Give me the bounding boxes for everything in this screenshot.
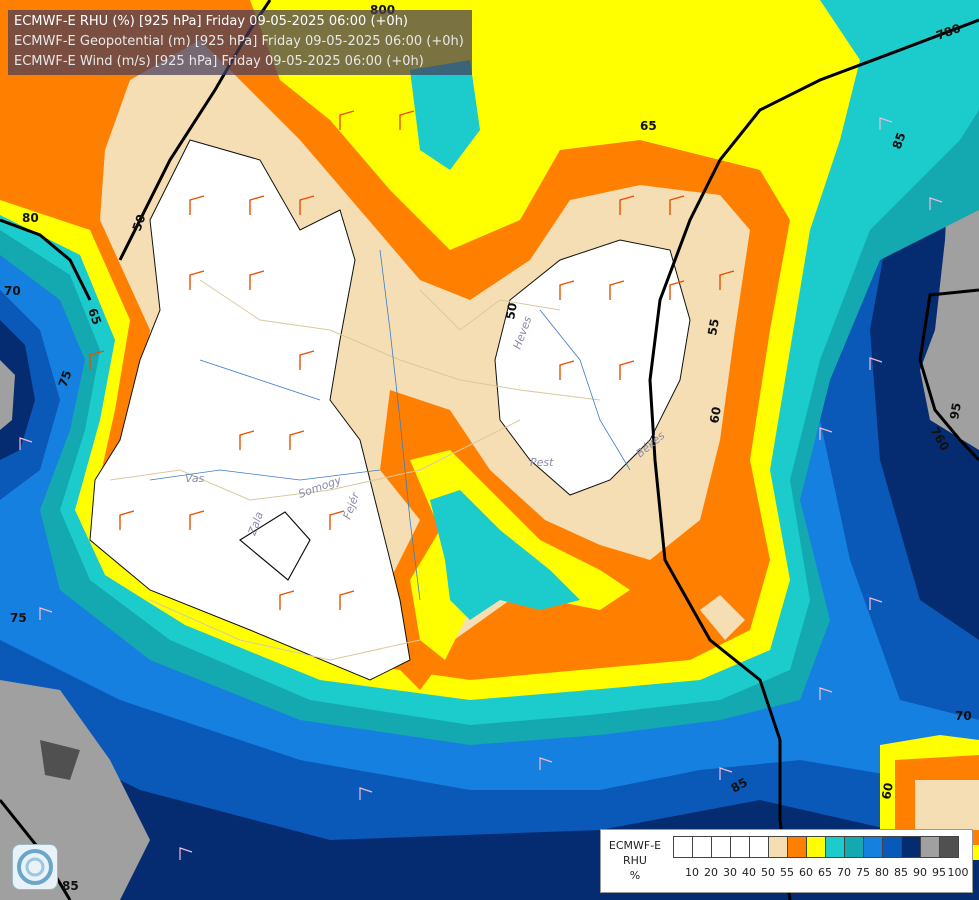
band-under50-west	[90, 140, 410, 680]
legend-tick: 75	[856, 866, 870, 879]
wind-barbs	[89, 110, 735, 610]
map-title-box: ECMWF-E RHU (%) [925 hPa] Friday 09-05-2…	[8, 10, 472, 75]
legend-swatch	[787, 836, 807, 858]
legend-swatches	[673, 836, 959, 858]
legend-variable: RHU	[623, 854, 647, 867]
contour-label-rhu-80: 80	[22, 211, 39, 225]
contour-label-rhu-85-ne: 85	[890, 131, 909, 151]
legend-label: ECMWF-E RHU %	[605, 838, 665, 883]
legend-tick: 65	[818, 866, 832, 879]
geo-line-760	[918, 288, 979, 462]
contour-label-rhu-75-south: 75	[10, 611, 27, 625]
contour-label-rhu-65-west: 65	[85, 306, 104, 326]
legend-tick: 55	[780, 866, 794, 879]
title-rhu: ECMWF-E RHU (%) [925 hPa] Friday 09-05-2…	[14, 14, 408, 29]
place-label-vas: Vas	[185, 472, 205, 485]
wind-barbs-light	[19, 117, 943, 860]
legend-swatch	[844, 836, 864, 858]
legend-tick: 10	[685, 866, 699, 879]
legend-swatch	[673, 836, 693, 858]
contour-label-rhu-75-west: 75	[56, 369, 75, 389]
geo-line-780	[648, 18, 979, 900]
rhu-contours	[89, 139, 691, 681]
contour-label-rhu-70-west: 70	[4, 284, 21, 298]
contour-label-rhu-85-sw: 85	[62, 879, 79, 893]
river-lines	[149, 249, 631, 601]
contour-label-rhu-70-east: 70	[955, 709, 972, 723]
place-label-pest: Pest	[530, 456, 554, 469]
legend-tick: 70	[837, 866, 851, 879]
band-55-se	[915, 780, 979, 830]
boundary-lines	[109, 279, 601, 661]
legend-model: ECMWF-E	[608, 839, 662, 852]
legend-swatch	[882, 836, 902, 858]
title-wind: ECMWF-E Wind (m/s) [925 hPa] Friday 09-0…	[14, 54, 424, 69]
band-95-west	[0, 360, 15, 430]
legend-swatch	[901, 836, 921, 858]
contour-label-rhu-55: 55	[705, 318, 722, 337]
legend-swatch	[825, 836, 845, 858]
contour-label-rhu-60: 60	[707, 406, 724, 425]
legend-swatch	[806, 836, 826, 858]
legend-swatch	[863, 836, 883, 858]
contour-label-rhu-60-se: 60	[879, 782, 896, 801]
band-under50-east	[495, 240, 690, 495]
legend-unit: %	[629, 869, 641, 882]
contour-label-rhu-50-west: 50	[130, 213, 149, 233]
band-70-tongue	[430, 490, 580, 620]
title-geopotential: ECMWF-E Geopotential (m) [925 hPa] Frida…	[14, 34, 464, 49]
legend-tick: 20	[704, 866, 718, 879]
legend-tick: 85	[894, 866, 908, 879]
band-55-pocket	[700, 595, 745, 640]
band-90-west	[0, 320, 35, 460]
legend-swatch	[768, 836, 788, 858]
legend-swatch	[711, 836, 731, 858]
legend-tick: 40	[742, 866, 756, 879]
color-legend: ECMWF-E RHU % 10 20 30 40 50 55 60 65 70 75 80 85 90…	[600, 829, 973, 893]
legend-swatch	[692, 836, 712, 858]
legend-swatch	[749, 836, 769, 858]
legend-tick: 95	[932, 866, 946, 879]
legend-tick: 60	[799, 866, 813, 879]
legend-tick: 100	[947, 866, 969, 879]
legend-swatch	[920, 836, 940, 858]
contour-label-rhu-65-north: 65	[640, 119, 657, 133]
band-70-north	[410, 60, 480, 170]
band-100-sw	[40, 740, 80, 780]
legend-swatch	[730, 836, 750, 858]
legend-swatch	[939, 836, 959, 858]
geo-line-west	[0, 218, 92, 301]
legend-tick: 80	[875, 866, 889, 879]
contour-label-rhu-50-east: 50	[503, 302, 520, 321]
legend-tick: 30	[723, 866, 737, 879]
legend-tick: 50	[761, 866, 775, 879]
contour-label-rhu-95: 95	[947, 402, 964, 421]
legend-tick: 90	[913, 866, 927, 879]
provider-logo-icon	[12, 844, 58, 890]
